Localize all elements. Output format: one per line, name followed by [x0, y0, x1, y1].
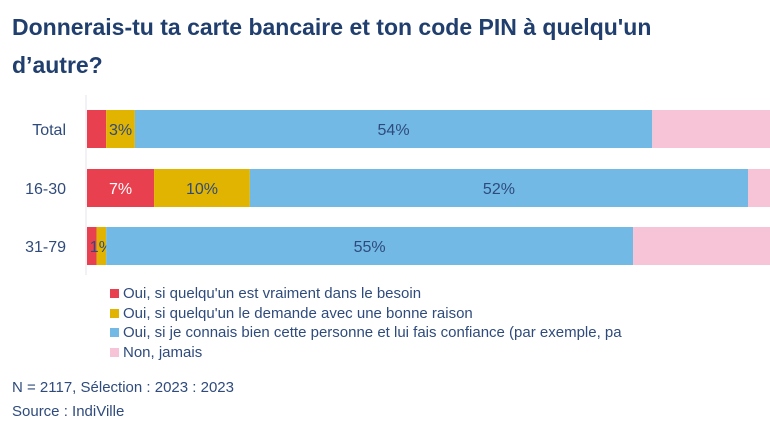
legend-swatch [110, 308, 119, 318]
legend-label: Non, jamais [123, 343, 203, 361]
category-label: 31-79 [25, 239, 66, 256]
bar-segment [154, 169, 250, 207]
bar-segment [106, 227, 634, 265]
bar-segment [96, 227, 107, 265]
title-line-1: Donnerais-tu ta carte bancaire et ton co… [12, 14, 652, 40]
category-label: 16-30 [25, 181, 66, 198]
source: Source : IndiVille [12, 403, 125, 420]
legend-item: Oui, si quelqu'un le demande avec une bo… [110, 304, 622, 324]
bar-segment [87, 227, 97, 265]
bar-segment [652, 110, 770, 148]
legend-swatch [110, 328, 119, 338]
bar-chart: Total 3% 54%16-30 7% 10% 52%31-79 1% 55% [25, 95, 770, 275]
bar-segment [134, 110, 653, 148]
legend-swatch [110, 347, 119, 357]
data-label: 54% [378, 122, 410, 139]
bar-segment [106, 110, 135, 148]
data-label: 52% [483, 181, 515, 198]
category-label: Total [32, 122, 66, 139]
legend-item: Oui, si je connais bien cette personne e… [110, 323, 622, 343]
bar-segment [633, 227, 770, 265]
bar-segment [87, 110, 107, 148]
legend-swatch [110, 289, 119, 299]
bar-segment [87, 169, 155, 207]
legend: Oui, si quelqu'un est vraiment dans le b… [110, 284, 622, 362]
data-label: 3% [109, 122, 132, 139]
notes: N = 2117, Sélection : 2023 : 2023 Source… [12, 376, 234, 424]
footnote: N = 2117, Sélection : 2023 : 2023 [12, 379, 234, 396]
legend-label: Oui, si quelqu'un le demande avec une bo… [123, 304, 473, 322]
bar-segment [748, 169, 770, 207]
legend-label: Oui, si quelqu'un est vraiment dans le b… [123, 285, 422, 302]
legend-label: Oui, si je connais bien cette personne e… [123, 324, 622, 341]
legend-item: Oui, si quelqu'un est vraiment dans le b… [110, 284, 622, 304]
title-line-2: d’autre? [12, 52, 103, 78]
data-label: 55% [354, 239, 386, 256]
data-label: 10% [186, 181, 218, 198]
chart-title: Donnerais-tu ta carte bancaire et ton co… [12, 8, 770, 84]
bar-segment [249, 169, 749, 207]
data-label: 7% [109, 181, 132, 198]
legend-item: Non, jamais [110, 343, 622, 363]
